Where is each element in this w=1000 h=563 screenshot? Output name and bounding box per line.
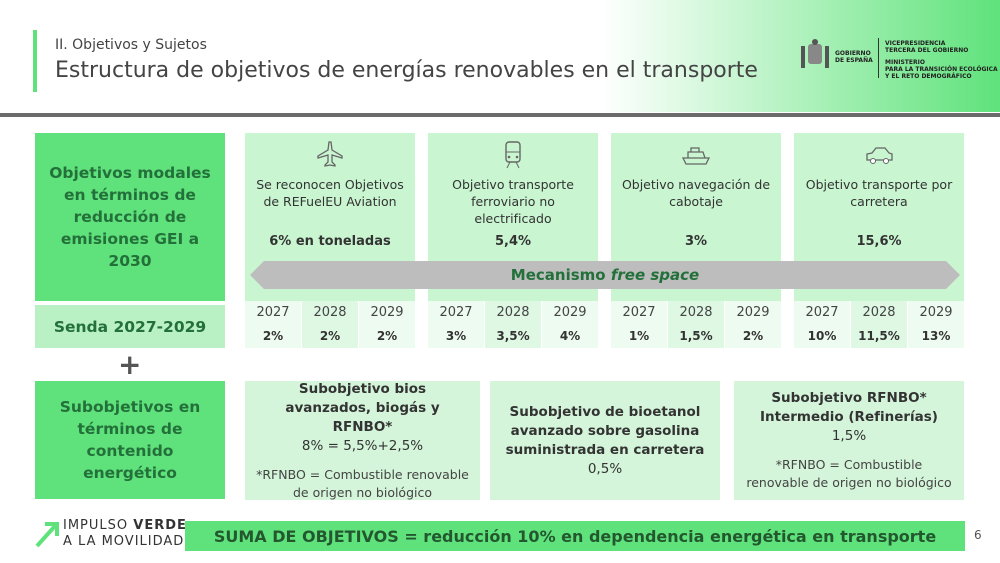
mode-icon [866, 147, 893, 164]
logo-line: GOBIERNO [835, 50, 871, 57]
header-accent [33, 30, 37, 92]
mode-title: Objetivo navegación de cabotaje [621, 177, 771, 209]
sub-label: Subobjetivos en términos de contenido en… [35, 381, 225, 499]
header-rule [0, 113, 1000, 117]
path-year: 2029 [370, 304, 404, 320]
brand-text: IMPULSO [63, 518, 129, 533]
path-value: 1% [628, 329, 650, 343]
mode-title: Objetivo transporte por carretera [805, 177, 953, 209]
sub-card: Subobjetivo RFNBO* Intermedio (Refinería… [734, 381, 964, 500]
mode-title: Objetivo transporte ferroviario no elect… [452, 177, 574, 226]
sub-value: 1,5% [831, 428, 867, 444]
sub-value: 0,5% [587, 460, 623, 477]
path-value: 13% [921, 329, 951, 343]
coat-of-arms [801, 39, 829, 68]
path-cell [794, 301, 850, 348]
path-year: 2029 [553, 304, 587, 320]
path-value: 10% [807, 329, 837, 343]
slide-title: Estructura de objetivos de energías reno… [55, 58, 758, 83]
logo-line: Y EL RETO DEMOGRÁFICO [885, 73, 972, 80]
path-value: 2% [742, 329, 764, 343]
section-label: II. Objetivos y Sujetos [55, 37, 207, 53]
logo-vicepresidencia: VICEPRESIDENCIA TERCERA DEL GOBIERNO [885, 40, 968, 54]
logo-gobierno: GOBIERNO DE ESPAÑA [835, 50, 873, 64]
path-year: 2028 [496, 304, 530, 320]
modal-label: Objetivos modales en términos de reducci… [35, 133, 225, 301]
logo-line: MINISTERIO [885, 59, 925, 66]
brand-icon [35, 522, 59, 548]
path-cell [542, 301, 598, 348]
sub-value: 8% = 5,5%+2,5% [301, 437, 424, 454]
total-bar: SUMA DE OBJETIVOS = reducción 10% en dep… [185, 521, 965, 551]
logo-divider [878, 38, 879, 78]
path-cell [485, 301, 541, 348]
header-gradient [600, 0, 1000, 112]
path-year: 2027 [439, 304, 473, 320]
mode-icon [681, 147, 711, 165]
mode-target: 5,4% [494, 233, 532, 249]
path-value: 2% [319, 329, 341, 343]
path-year: 2028 [313, 304, 347, 320]
path-cell [725, 301, 781, 348]
sub-note: *RFNBO = Combustible renovable de origen… [746, 457, 952, 490]
brand-line2: A LA MOVILIDAD [63, 534, 185, 549]
path-year: 2028 [679, 304, 713, 320]
logo-line: TERCERA DEL GOBIERNO [885, 47, 969, 54]
logo-ministerio: MINISTERIO PARA LA TRANSICIÓN ECOLÓGICA Y … [885, 59, 998, 80]
path-cell [611, 301, 667, 348]
plus-sign: + [118, 348, 142, 381]
path-year: 2027 [622, 304, 656, 320]
mode-target: 15,6% [856, 233, 902, 249]
path-value: 4% [559, 329, 581, 343]
mechanism-emphasis: free space [611, 266, 699, 284]
mode-title: Se reconocen Objetivos de REFuelEU Aviat… [256, 177, 404, 209]
path-label: Senda 2027-2029 [35, 305, 225, 348]
sub-note: *RFNBO = Combustible renovable de origen… [256, 466, 469, 500]
path-value: 1,5% [679, 329, 713, 343]
path-cell [245, 301, 301, 348]
path-value: 2% [262, 329, 284, 343]
path-value: 11,5% [858, 329, 900, 343]
path-cell [428, 301, 484, 348]
sub-title: Subobjetivo bios avanzados, biogás y RFN… [285, 380, 440, 435]
path-cell [359, 301, 415, 348]
path-cell [908, 301, 964, 348]
mechanism-text: Mecanismo [511, 266, 606, 284]
path-cell [851, 301, 907, 348]
logo-line: PARA LA TRANSICIÓN ECOLÓGICA [885, 66, 998, 73]
path-year: 2027 [805, 304, 839, 320]
sub-card: Subobjetivo de bioetanol avanzado sobre … [490, 381, 720, 500]
brand: IMPULSO VERDE A LA MOVILIDAD [63, 518, 187, 550]
path-year: 2027 [256, 304, 290, 320]
path-cell [302, 301, 358, 348]
logo-line: DE ESPAÑA [835, 57, 873, 64]
path-value: 3% [445, 329, 467, 343]
mode-target: 3% [684, 233, 708, 249]
mechanism-label: Mecanismo free space [511, 266, 699, 284]
page-number: 6 [974, 528, 982, 542]
path-year: 2028 [862, 304, 896, 320]
path-value: 2% [376, 329, 398, 343]
path-year: 2029 [919, 304, 953, 320]
mechanism-arrow: Mecanismo free space [250, 261, 960, 289]
mode-icon [317, 141, 343, 167]
path-value: 3,5% [496, 329, 530, 343]
sub-card: Subobjetivo bios avanzados, biogás y RFN… [245, 381, 480, 500]
path-year: 2029 [736, 304, 770, 320]
mode-target: 6% en toneladas [269, 233, 391, 249]
sub-title: Subobjetivo de bioetanol avanzado sobre … [505, 403, 705, 458]
path-cell [668, 301, 724, 348]
logo-line: VICEPRESIDENCIA [885, 40, 946, 47]
sub-title: Subobjetivo RFNBO* Intermedio (Refinería… [760, 390, 938, 425]
brand-strong: VERDE [133, 518, 187, 533]
mode-icon [505, 141, 521, 169]
